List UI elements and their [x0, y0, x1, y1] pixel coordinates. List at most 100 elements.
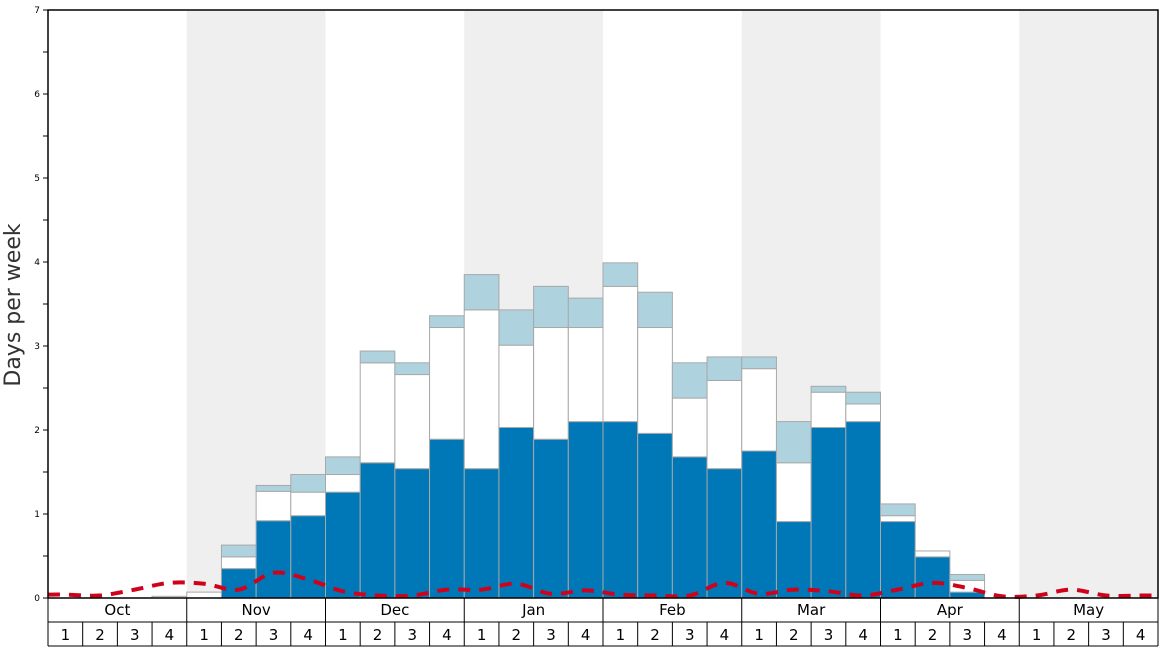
bar-dark-6 — [255, 520, 292, 599]
bar-dark-5 — [220, 568, 257, 599]
month-label-dec: Dec — [380, 601, 409, 619]
month-label-may: May — [1073, 601, 1104, 619]
bar-light-16 — [602, 262, 639, 287]
week-label: 4 — [997, 626, 1007, 644]
week-label: 4 — [442, 626, 452, 644]
bar-dark-18 — [671, 456, 708, 599]
bar-light-22 — [810, 385, 847, 393]
bar-white-9 — [359, 362, 396, 464]
y-tick-label: 1 — [34, 510, 40, 520]
bar-white-19 — [706, 379, 743, 470]
week-label: 1 — [893, 626, 903, 644]
week-label: 3 — [1101, 626, 1111, 644]
week-label: 2 — [789, 626, 799, 644]
bar-light-23 — [845, 391, 881, 405]
bar-white-13 — [498, 344, 535, 428]
bar-light-9 — [359, 350, 396, 364]
bar-dark-8 — [325, 491, 361, 599]
bar-white-16 — [602, 285, 639, 423]
bar-dark-19 — [706, 468, 743, 599]
shade-band-may — [1019, 10, 1158, 598]
bar-white-4 — [186, 591, 222, 599]
month-label-mar: Mar — [797, 601, 826, 619]
y-tick-label: 7 — [34, 6, 40, 16]
y-tick-label: 4 — [34, 258, 40, 268]
bar-light-20 — [741, 356, 777, 370]
bar-white-7 — [290, 491, 326, 517]
bar-dark-21 — [775, 521, 812, 599]
week-label: 4 — [581, 626, 591, 644]
bar-dark-17 — [637, 432, 673, 599]
bar-white-15 — [567, 327, 604, 423]
week-label: 1 — [61, 626, 71, 644]
bar-dark-14 — [533, 438, 569, 599]
bar-light-12 — [463, 274, 500, 311]
bar-dark-23 — [845, 421, 881, 599]
bar-dark-13 — [498, 426, 535, 599]
bar-light-26 — [949, 573, 986, 581]
week-label: 3 — [130, 626, 140, 644]
bar-dark-20 — [741, 450, 777, 599]
bar-light-5 — [220, 544, 257, 558]
bar-light-10 — [394, 362, 431, 376]
week-label: 2 — [234, 626, 244, 644]
bar-light-14 — [533, 285, 569, 329]
bar-light-17 — [637, 291, 673, 329]
bar-light-18 — [671, 362, 708, 399]
month-label-feb: Feb — [659, 601, 686, 619]
week-label: 1 — [1032, 626, 1042, 644]
week-label: 3 — [685, 626, 695, 644]
bar-light-7 — [290, 474, 326, 493]
y-tick-label: 0 — [34, 594, 40, 604]
bar-white-11 — [429, 327, 465, 440]
bar-light-24 — [880, 503, 916, 517]
bar-white-20 — [741, 368, 777, 452]
bar-dark-25 — [914, 556, 951, 599]
week-label: 4 — [720, 626, 730, 644]
week-label: 1 — [477, 626, 487, 644]
y-tick-label: 6 — [34, 90, 40, 100]
bar-white-25 — [914, 550, 951, 558]
bar-white-14 — [533, 327, 569, 440]
bar-white-5 — [220, 556, 257, 570]
bar-white-18 — [671, 397, 708, 458]
week-label: 1 — [616, 626, 626, 644]
week-label: 2 — [650, 626, 660, 644]
week-label: 3 — [824, 626, 834, 644]
week-label: 4 — [858, 626, 868, 644]
bar-white-17 — [637, 327, 673, 434]
bar-dark-11 — [429, 438, 465, 599]
week-label: 2 — [1067, 626, 1077, 644]
week-label: 3 — [962, 626, 972, 644]
bar-white-23 — [845, 403, 881, 423]
y-tick-label: 3 — [34, 342, 40, 352]
week-label: 2 — [373, 626, 383, 644]
bar-dark-15 — [567, 421, 604, 599]
month-label-apr: Apr — [937, 601, 964, 619]
bar-light-11 — [429, 315, 465, 329]
y-tick-label: 5 — [34, 174, 40, 184]
week-label: 3 — [269, 626, 279, 644]
bar-light-21 — [775, 421, 812, 464]
week-label: 4 — [303, 626, 313, 644]
week-label: 3 — [546, 626, 556, 644]
week-label: 1 — [754, 626, 764, 644]
bar-dark-12 — [463, 468, 500, 599]
stacked-bars — [151, 262, 986, 599]
week-label: 4 — [1136, 626, 1146, 644]
x-axis: Oct 1 2 3 4 Nov 1 2 3 4 Dec 1 2 3 4 Jan 1 2 3 4 Feb 1 2 3 4 Mar 1 2… — [47, 597, 1159, 647]
bar-dark-16 — [602, 421, 639, 599]
bar-white-12 — [463, 309, 500, 470]
bar-white-10 — [394, 374, 431, 470]
y-axis-label: Days per week — [1, 223, 26, 386]
bar-white-24 — [880, 515, 916, 523]
bar-dark-22 — [810, 426, 847, 599]
bar-dark-24 — [880, 521, 916, 599]
week-label: 2 — [928, 626, 938, 644]
bar-dark-10 — [394, 468, 431, 599]
week-label: 1 — [338, 626, 348, 644]
bar-light-15 — [567, 297, 604, 329]
bar-white-22 — [810, 391, 847, 428]
bar-white-8 — [325, 474, 361, 493]
